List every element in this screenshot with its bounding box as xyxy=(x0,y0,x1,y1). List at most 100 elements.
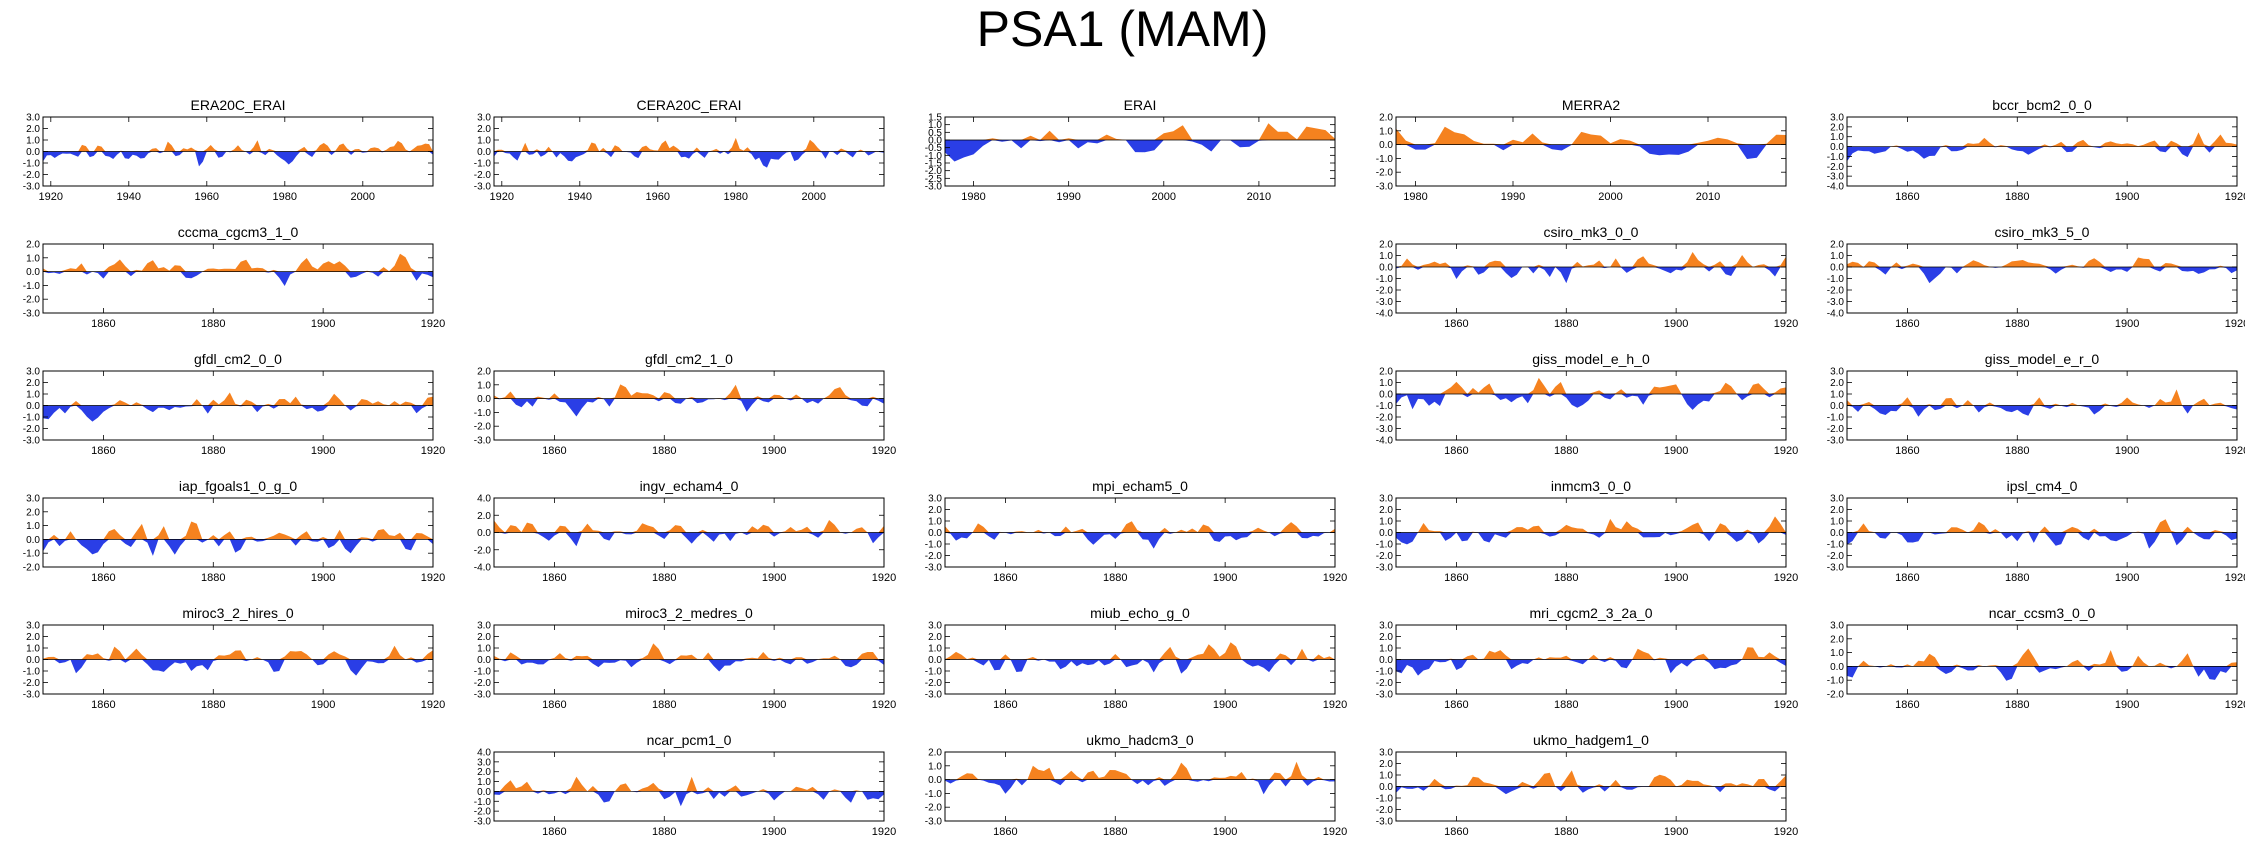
plot-frame xyxy=(944,116,1336,187)
x-tick-label: 1920 xyxy=(872,826,896,838)
panel-inmcm3_0_0: inmcm3_0_0 3.02.01.00.0-1.0-2.0-3.0 1860 18… xyxy=(1376,478,1798,584)
y-tick-label: -3.0 xyxy=(1376,182,1394,193)
panel-title: ukmo_hadgem1_0 xyxy=(1533,732,1649,748)
x-tick-label: 1920 xyxy=(1774,826,1798,838)
y-tick-label: 4.0 xyxy=(477,748,491,759)
negative-area xyxy=(43,539,433,556)
negative-area xyxy=(494,151,884,168)
y-tick-label: -3.0 xyxy=(23,690,41,701)
y-tick-label: 3.0 xyxy=(477,757,491,768)
y-tick-label: 0.0 xyxy=(26,401,40,412)
x-tick-label: 1860 xyxy=(993,826,1017,838)
panel-title: ncar_ccsm3_0_0 xyxy=(1989,605,2096,621)
x-tick-label: 1920 xyxy=(39,191,63,203)
plot-frame xyxy=(1395,243,1787,314)
y-tick-label: 2.0 xyxy=(928,632,942,643)
panel-title: mri_cgcm2_3_2a_0 xyxy=(1530,605,1653,621)
positive-area xyxy=(1396,516,1786,533)
y-tick-label: 2.0 xyxy=(928,505,942,516)
y-tick-label: 2.0 xyxy=(26,507,40,518)
y-tick-label: 2.0 xyxy=(1379,240,1393,251)
negative-area xyxy=(43,151,433,167)
y-tick-label: 1.0 xyxy=(1830,390,1844,401)
y-tick-label: 3.0 xyxy=(1830,621,1844,632)
y-tick-label: -2.0 xyxy=(23,170,41,181)
x-tick-label: 1900 xyxy=(1213,699,1237,711)
positive-area xyxy=(1396,377,1786,394)
y-tick-label: 3.0 xyxy=(477,621,491,632)
panel-gfdl_cm2_0_0: gfdl_cm2_0_0 3.02.01.00.0-1.0-2.0-3.0 1860… xyxy=(23,351,445,457)
y-tick-label: 1.0 xyxy=(26,253,40,264)
y-tick-label: 4.0 xyxy=(477,494,491,505)
y-tick-label: -3.0 xyxy=(1827,297,1845,308)
panel-miroc3_2_medres_0: miroc3_2_medres_0 3.02.01.00.0-1.0-2.0-3.… xyxy=(474,605,896,711)
x-tick-label: 1880 xyxy=(1554,572,1578,584)
panel-title: gfdl_cm2_0_0 xyxy=(194,351,282,367)
x-tick-label: 1920 xyxy=(872,572,896,584)
y-tick-label: 2.0 xyxy=(26,124,40,135)
y-tick-label: -2.0 xyxy=(1376,413,1394,424)
x-tick-label: 1990 xyxy=(1501,191,1525,203)
y-tick-label: 0.0 xyxy=(26,147,40,158)
panel-title: iap_fgoals1_0_g_0 xyxy=(179,478,298,494)
negative-area xyxy=(1847,405,2237,417)
y-tick-label: 1.0 xyxy=(1379,378,1393,389)
y-tick-label: -1.0 xyxy=(1376,794,1394,805)
y-tick-label: 1.0 xyxy=(928,517,942,528)
panel-giss_model_e_r_0: giss_model_e_r_0 3.02.01.00.0-1.0-2.0-3.0… xyxy=(1827,351,2245,457)
x-tick-label: 1920 xyxy=(872,699,896,711)
positive-area xyxy=(1396,252,1786,267)
y-tick-label: -1.0 xyxy=(925,667,943,678)
y-tick-label: 2.0 xyxy=(26,378,40,389)
positive-area xyxy=(1396,770,1786,787)
positive-area xyxy=(945,521,1335,533)
panel-title: gfdl_cm2_1_0 xyxy=(645,351,733,367)
x-tick-label: 1860 xyxy=(1895,191,1919,203)
negative-area xyxy=(494,659,884,672)
x-tick-label: 1920 xyxy=(421,445,445,457)
x-tick-label: 1920 xyxy=(2225,318,2245,330)
panel-mpi_echam5_0: mpi_echam5_0 3.02.01.00.0-1.0-2.0-3.0 1860… xyxy=(925,478,1347,584)
y-tick-label: -2.0 xyxy=(23,424,41,435)
x-tick-label: 1860 xyxy=(1444,318,1468,330)
x-tick-label: 1940 xyxy=(117,191,141,203)
figure-title: PSA1 (MAM) xyxy=(976,1,1269,57)
x-tick-label: 2000 xyxy=(1152,191,1176,203)
y-tick-label: -2.0 xyxy=(1376,805,1394,816)
y-tick-label: 1.0 xyxy=(1379,251,1393,262)
y-tick-label: 2.0 xyxy=(1379,505,1393,516)
plot-frame xyxy=(42,497,434,568)
y-tick-label: -3.0 xyxy=(474,817,492,828)
y-tick-label: -2.0 xyxy=(925,678,943,689)
positive-area xyxy=(494,137,884,152)
y-tick-label: -2.0 xyxy=(1376,678,1394,689)
panel-title: bccr_bcm2_0_0 xyxy=(1992,97,2092,113)
y-tick-label: -2.0 xyxy=(1827,424,1845,435)
panel-CERA20C_ERAI: CERA20C_ERAI 3.02.01.00.0-1.0-2.0-3.01920… xyxy=(474,97,885,203)
negative-area xyxy=(1396,394,1786,410)
positive-area xyxy=(1396,126,1786,145)
y-tick-label: 0.0 xyxy=(1379,528,1393,539)
y-tick-label: -1.0 xyxy=(1376,154,1394,165)
x-tick-label: 1900 xyxy=(2115,318,2139,330)
panel-csiro_mk3_5_0: csiro_mk3_5_0 2.01.00.0-1.0-2.0-3.0-4.0 18… xyxy=(1827,224,2245,330)
x-tick-label: 1880 xyxy=(1554,699,1578,711)
x-tick-label: 1880 xyxy=(652,826,676,838)
y-tick-label: 1.0 xyxy=(928,120,942,131)
panel-title: ncar_pcm1_0 xyxy=(647,732,732,748)
x-tick-label: 1960 xyxy=(195,191,219,203)
x-tick-label: 1900 xyxy=(311,699,335,711)
y-tick-label: -2.0 xyxy=(1376,286,1394,297)
y-tick-label: -2.0 xyxy=(1827,690,1845,701)
y-tick-label: 2.0 xyxy=(1379,632,1393,643)
positive-area xyxy=(1847,257,2237,267)
x-tick-label: 1900 xyxy=(1213,572,1237,584)
y-tick-label: 0.0 xyxy=(477,528,491,539)
y-tick-label: 0.0 xyxy=(928,775,942,786)
x-tick-label: 1860 xyxy=(1895,318,1919,330)
panel-ingv_echam4_0: ingv_echam4_0 4.0 2.0 0.0 -2.0 -4.0 1860 1880 19… xyxy=(474,478,896,584)
y-tick-label: 1.0 xyxy=(477,644,491,655)
y-tick-label: 0.0 xyxy=(477,787,491,798)
x-tick-label: 1900 xyxy=(762,699,786,711)
